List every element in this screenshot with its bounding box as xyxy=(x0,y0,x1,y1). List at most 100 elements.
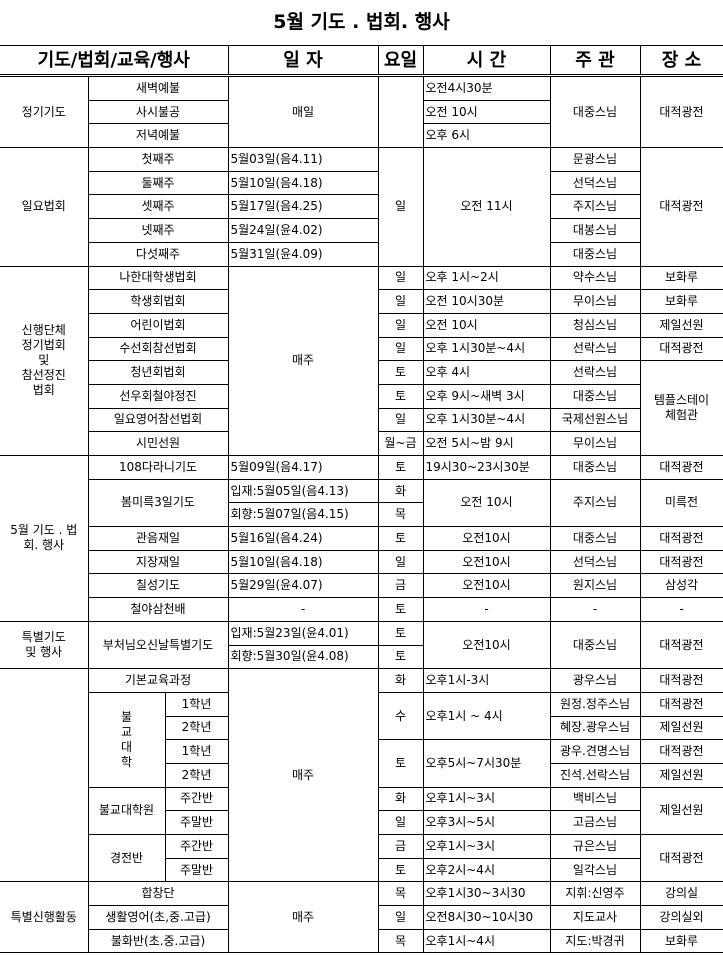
day-cell: 일 xyxy=(377,407,424,433)
time-cell: 오전8시30~10시30 xyxy=(422,905,551,930)
sub-event-cell: 주간반 xyxy=(164,834,229,859)
time-cell: 오후 6시 xyxy=(422,123,551,149)
date-cell: 회향:5월30일(윤4.08) xyxy=(227,644,379,670)
day-cell: 일 xyxy=(377,810,424,835)
day-cell: 토 xyxy=(377,739,424,788)
date-cell: 5월09일(음4.17) xyxy=(227,455,379,480)
date-cell: 5월24일(윤4.02) xyxy=(227,218,379,243)
table-row: 봄미륵3일기도 입재:5월05일(음4.13) 화 오전 10시 주지스님 미륵전 xyxy=(0,478,723,528)
date-cell: 5월10일(음4.18) xyxy=(227,170,379,196)
place-cell: 강의실외 xyxy=(639,905,723,930)
place-cell: - xyxy=(639,597,723,622)
place-cell: 템플스테이 체험관 xyxy=(639,360,723,456)
day-cell: 수 xyxy=(377,691,424,741)
host-cell: - xyxy=(549,597,641,622)
time-cell: 오전 11시 xyxy=(422,147,551,267)
host-cell: 선락스님 xyxy=(549,360,641,385)
place-cell: 제일선원 xyxy=(639,786,723,836)
date-cell: 5월16일(음4.24) xyxy=(227,526,379,551)
table-row: 특별신행활동 합창단 매주 목 오후1시30~3시30 지휘:신영주 강의실 xyxy=(0,881,723,954)
place-cell: 제일선원 xyxy=(639,762,723,788)
table-row: 청년회법회 토 오후 4시 선락스님 템플스테이 체험관 xyxy=(0,360,723,456)
time-cell: 오후 9시~새벽 3시 xyxy=(422,383,551,409)
sub-event-cell: 주말반 xyxy=(164,810,229,835)
date-cell: 5월03일(음4.11) xyxy=(227,147,379,172)
table-row: 철야삼천배 - 토 - - - xyxy=(0,597,723,622)
time-cell: 오전 5시~밤 9시 xyxy=(422,431,551,456)
event-cell: 시민선원 xyxy=(87,431,229,456)
date-cell: 매주 xyxy=(227,881,379,954)
table-row: 선우회철야정진 토 오후 9시~새벽 3시 대중스님 xyxy=(0,383,723,409)
event-cell: 철야삼천배 xyxy=(87,597,229,622)
day-cell: 월~금 xyxy=(377,431,424,456)
place-cell: 보화루 xyxy=(639,265,723,291)
time-cell: - xyxy=(422,597,551,622)
host-cell: 주지스님 xyxy=(549,194,641,220)
host-cell: 고금스님 xyxy=(549,810,641,835)
date-cell: 매주 xyxy=(227,265,379,456)
event-cell: 청년회법회 xyxy=(87,360,229,385)
time-cell: 오전 10시 xyxy=(422,478,551,528)
event-cell: 어린이법회 xyxy=(87,312,229,338)
place-cell: 대적광전 xyxy=(639,74,723,149)
event-cell: 사시불공 xyxy=(87,99,229,125)
host-cell: 주지스님 xyxy=(549,478,641,528)
host-cell: 대중스님 xyxy=(549,74,641,149)
sub-event-cell: 2학년 xyxy=(164,762,229,788)
event-cell: 기본교육과정 xyxy=(87,668,229,693)
table-row: 특별기도 및 행사 부처님오신날특별기도 입재:5월23일(윤4.01) 토 오전10시… xyxy=(0,620,723,670)
event-cell: 부처님오신날특별기도 xyxy=(87,620,229,670)
day-cell xyxy=(377,74,424,149)
time-cell: 오후5시~7시30분 xyxy=(422,739,551,788)
time-cell: 오후1시~3시 xyxy=(422,786,551,812)
host-cell: 진석.선락스님 xyxy=(549,762,641,788)
table-row: 지장재일 5월10일(음4.18) 일 오전10시 선덕스님 대적광전 xyxy=(0,549,723,575)
date-cell: 입재:5월23일(윤4.01) xyxy=(227,620,379,646)
table-row: 회향:5월30일(윤4.08) 토 xyxy=(0,644,723,670)
table-row: 2학년 혜장.광우스님 제일선원 xyxy=(0,715,723,741)
header-day: 요일 xyxy=(377,46,424,77)
table-row: 신행단체 정기법회 및 참선정진 법회 나한대학생법회 매주 일 오후 1시~2시 약수스… xyxy=(0,265,723,456)
day-cell: 일 xyxy=(377,312,424,338)
sub-event-cell: 1학년 xyxy=(164,691,229,717)
table-row: 관음재일 5월16일(음4.24) 토 오전10시 대중스님 대적광전 xyxy=(0,526,723,551)
time-cell: 오후1시30~3시30 xyxy=(422,881,551,907)
table-row: 수선회참선법회 일 오후 1시30분~4시 선락스님 대적광전 xyxy=(0,336,723,362)
date-cell: 회향:5월07일(음4.15) xyxy=(227,502,379,528)
host-cell: 규은스님 xyxy=(549,834,641,859)
host-cell: 지도교사 xyxy=(549,905,641,930)
table-row: 생활영어(초,중.고급) 일 오전8시30~10시30 지도교사 강의실외 xyxy=(0,905,723,930)
place-cell: 대적광전 xyxy=(639,336,723,362)
place-cell: 강의실 xyxy=(639,881,723,907)
table-row: 일요영어참선법회 일 오후 1시30분~4시 국제선원스님 xyxy=(0,407,723,433)
table-row: 기본교육과정 매주 화 오후1시-3시 광우스님 대적광전 xyxy=(0,668,723,883)
day-cell: 토 xyxy=(377,620,424,646)
day-cell: 화 xyxy=(377,478,424,504)
event-cell: 나한대학생법회 xyxy=(87,265,229,291)
sub-event-cell: 주말반 xyxy=(164,857,229,883)
table-row: 다섯째주 5월31일(윤4.09) 대중스님 xyxy=(0,241,723,267)
day-cell: 화 xyxy=(377,786,424,812)
host-cell: 대중스님 xyxy=(549,241,641,267)
event-cell: 합창단 xyxy=(87,881,229,907)
table-row: 어린이법회 일 오전 10시 청심스님 제일선원 xyxy=(0,312,723,338)
date-cell: 5월10일(음4.18) xyxy=(227,549,379,575)
day-cell: 금 xyxy=(377,573,424,599)
host-cell: 일각스님 xyxy=(549,857,641,883)
place-cell: 제일선원 xyxy=(639,715,723,741)
time-cell: 오후1시~3시 xyxy=(422,834,551,859)
date-cell: 매일 xyxy=(227,74,379,149)
course-cell: 불교대학원 xyxy=(87,786,166,836)
table-row: 셋째주 5월17일(음4.25) 주지스님 xyxy=(0,194,723,220)
table-row: 칠성기도 5월29일(윤4.07) 금 오전10시 원지스님 삼성각 xyxy=(0,573,723,599)
event-cell: 선우회철야정진 xyxy=(87,383,229,409)
host-cell: 무이스님 xyxy=(549,289,641,314)
host-cell: 선락스님 xyxy=(549,336,641,362)
place-cell: 제일선원 xyxy=(639,312,723,338)
host-cell: 대중스님 xyxy=(549,526,641,551)
section-cell: 신행단체 정기법회 및 참선정진 법회 xyxy=(0,265,89,456)
place-cell: 대적광전 xyxy=(639,526,723,551)
section-cell xyxy=(0,668,89,883)
time-cell: 오후1시-3시 xyxy=(422,668,551,693)
event-cell: 봄미륵3일기도 xyxy=(87,478,229,528)
